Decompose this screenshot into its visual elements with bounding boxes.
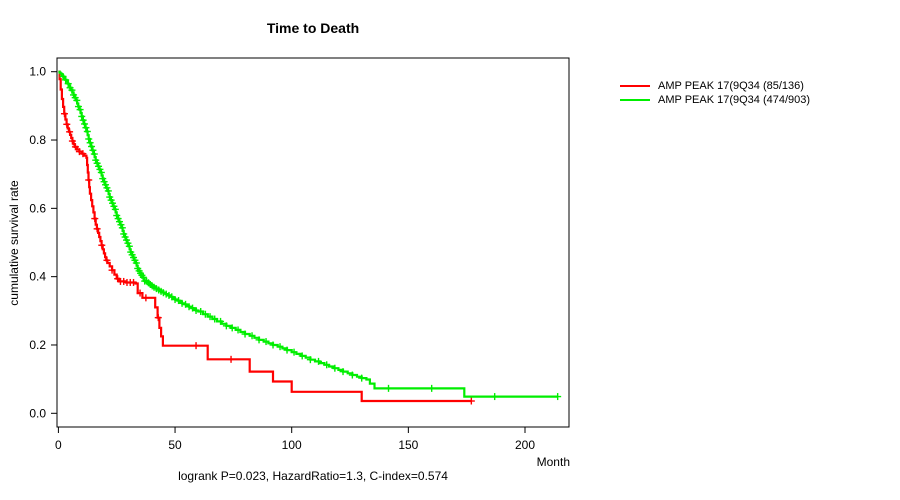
legend-item-green: AMP PEAK 17(9Q34 (474/903) — [620, 93, 810, 106]
y-tick-label: 0.6 — [29, 201, 46, 215]
x-tick-label: 100 — [282, 438, 302, 452]
legend: AMP PEAK 17(9Q34 (85/136) AMP PEAK 17(9Q… — [620, 79, 810, 107]
y-tick-label: 0.4 — [29, 270, 46, 284]
green-line-swatch — [620, 98, 650, 101]
stats-annotation: logrank P=0.023, HazardRatio=1.3, C-inde… — [178, 469, 448, 483]
legend-item-red: AMP PEAK 17(9Q34 (85/136) — [620, 79, 810, 92]
y-axis-label: cumulative survival rate — [7, 180, 21, 306]
chart-title: Time to Death — [266, 20, 360, 36]
survival-curve-green — [58, 70, 558, 398]
survival-curve-red — [58, 70, 472, 403]
x-tick-label: 150 — [398, 438, 418, 452]
legend-label: AMP PEAK 17(9Q34 (474/903) — [658, 93, 811, 106]
x-axis-month-label: Month — [536, 455, 570, 469]
x-tick-label: 50 — [168, 438, 182, 452]
x-tick-label: 200 — [515, 438, 535, 452]
plot-box — [56, 57, 570, 428]
y-tick-label: 0.0 — [29, 406, 46, 420]
y-tick-label: 0.2 — [29, 338, 46, 352]
y-tick-label: 0.8 — [29, 133, 46, 147]
x-tick-label: 0 — [55, 438, 62, 452]
red-line-swatch — [620, 84, 650, 87]
y-tick-label: 1.0 — [29, 65, 46, 79]
legend-label: AMP PEAK 17(9Q34 (85/136) — [658, 79, 804, 92]
